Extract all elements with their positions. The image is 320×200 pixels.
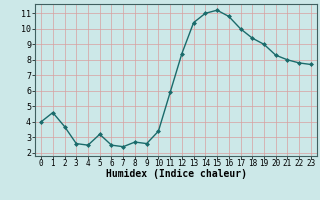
X-axis label: Humidex (Indice chaleur): Humidex (Indice chaleur) xyxy=(106,169,246,179)
